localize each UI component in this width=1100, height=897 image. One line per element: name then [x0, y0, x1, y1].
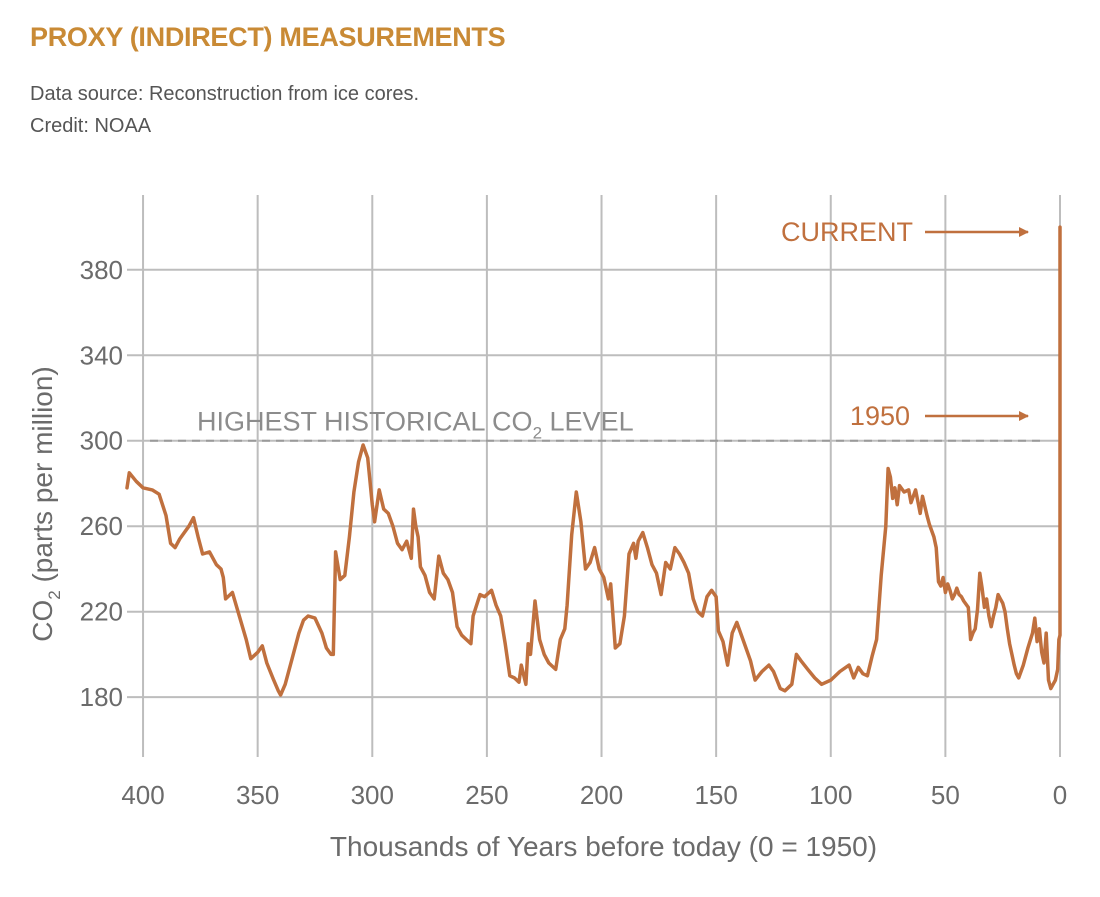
- x-axis-label: Thousands of Years before today (0 = 195…: [330, 831, 877, 862]
- credit-note: Credit: NOAA: [30, 115, 152, 137]
- x-tick-label: 350: [236, 780, 279, 810]
- x-tick-label: 0: [1053, 780, 1067, 810]
- annotation-label: CURRENT: [781, 217, 913, 247]
- grid-lines: [127, 195, 1061, 757]
- y-tick-label: 380: [80, 255, 123, 285]
- data-source-note: Data source: Reconstruction from ice cor…: [30, 83, 420, 105]
- y-tick-label: 260: [80, 511, 123, 541]
- y-tick-label: 220: [80, 597, 123, 627]
- x-tick-label: 300: [351, 780, 394, 810]
- y-axis-label-sub: 2: [45, 590, 64, 599]
- axis-ticks: 400 350 300 250 200 150 100 50 0 180 220 260 300 340 3…: [80, 255, 1068, 810]
- x-tick-label: 200: [580, 780, 623, 810]
- x-tick-label: 250: [465, 780, 508, 810]
- y-axis-label: CO2 (parts per million): [27, 366, 64, 642]
- annotation-label: 1950: [850, 401, 910, 431]
- reference-line-label: HIGHEST HISTORICAL CO2 LEVEL: [197, 407, 634, 443]
- x-tick-label: 400: [121, 780, 164, 810]
- y-axis-label-rest: (parts per million): [27, 366, 58, 590]
- y-tick-label: 180: [80, 682, 123, 712]
- y-axis-label-main: CO: [27, 600, 58, 642]
- reference-line: HIGHEST HISTORICAL CO2 LEVEL: [150, 407, 1042, 443]
- page-title: PROXY (INDIRECT) MEASUREMENTS: [30, 22, 506, 52]
- x-tick-label: 50: [931, 780, 960, 810]
- x-tick-label: 150: [694, 780, 737, 810]
- co2-series-line: [125, 225, 1062, 697]
- x-tick-label: 100: [809, 780, 852, 810]
- y-tick-label: 300: [80, 426, 123, 456]
- y-tick-label: 340: [80, 340, 123, 370]
- annotations: CURRENT 1950: [781, 217, 1029, 431]
